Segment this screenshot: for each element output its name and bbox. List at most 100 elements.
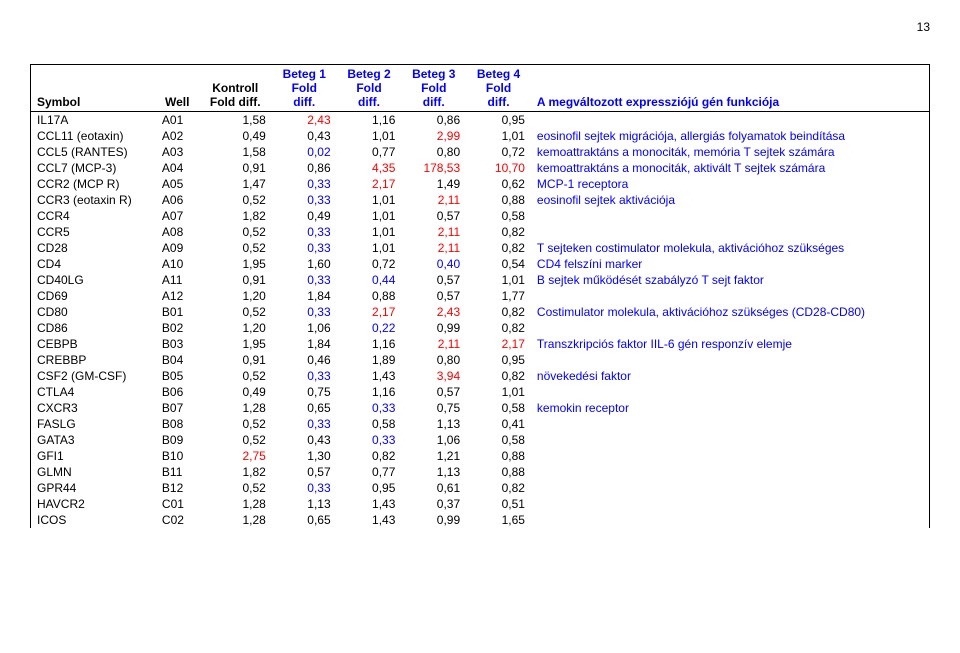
cell-value: 0,88 bbox=[466, 464, 531, 480]
cell-value: 1,13 bbox=[272, 496, 337, 512]
cell-value: 1,16 bbox=[337, 384, 402, 400]
cell-value: 0,33 bbox=[272, 192, 337, 208]
cell-value: 0,33 bbox=[337, 400, 402, 416]
cell-value: 0,91 bbox=[199, 352, 272, 368]
cell-value: 2,17 bbox=[466, 336, 531, 352]
cell-well: A12 bbox=[156, 288, 199, 304]
cell-func: Costimulator molekula, aktivációhoz szük… bbox=[531, 304, 930, 320]
table-row: FASLGB080,520,330,581,130,41 bbox=[31, 416, 930, 432]
cell-well: B09 bbox=[156, 432, 199, 448]
cell-func bbox=[531, 208, 930, 224]
col-beteg4: Beteg 4Folddiff. bbox=[466, 65, 531, 112]
cell-value: 1,06 bbox=[401, 432, 466, 448]
cell-symbol: IL17A bbox=[31, 112, 156, 129]
cell-value: 0,52 bbox=[199, 480, 272, 496]
cell-value: 1,84 bbox=[272, 336, 337, 352]
cell-value: 1,77 bbox=[466, 288, 531, 304]
cell-value: 0,52 bbox=[199, 240, 272, 256]
col-func: A megváltozott expressziójú gén funkciój… bbox=[531, 65, 930, 112]
table-row: CREBBPB040,910,461,890,800,95 bbox=[31, 352, 930, 368]
cell-value: 0,75 bbox=[272, 384, 337, 400]
cell-func: Transzkripciós faktor IIL-6 gén responzí… bbox=[531, 336, 930, 352]
table-row: CCL5 (RANTES)A031,580,020,770,800,72kemo… bbox=[31, 144, 930, 160]
cell-value: 1,28 bbox=[199, 400, 272, 416]
cell-value: 0,33 bbox=[272, 480, 337, 496]
cell-value: 0,99 bbox=[401, 320, 466, 336]
cell-value: 0,37 bbox=[401, 496, 466, 512]
cell-func: eosinofil sejtek migrációja, allergiás f… bbox=[531, 128, 930, 144]
table-row: CD86B021,201,060,220,990,82 bbox=[31, 320, 930, 336]
cell-well: A11 bbox=[156, 272, 199, 288]
table-row: CEBPBB031,951,841,162,112,17Transzkripci… bbox=[31, 336, 930, 352]
cell-value: 0,52 bbox=[199, 368, 272, 384]
cell-func: kemokin receptor bbox=[531, 400, 930, 416]
cell-func: kemoattraktáns a monociták, memória T se… bbox=[531, 144, 930, 160]
cell-value: 1,82 bbox=[199, 208, 272, 224]
cell-symbol: CTLA4 bbox=[31, 384, 156, 400]
cell-value: 1,43 bbox=[337, 512, 402, 528]
cell-symbol: GPR44 bbox=[31, 480, 156, 496]
cell-value: 0,57 bbox=[401, 272, 466, 288]
cell-value: 0,40 bbox=[401, 256, 466, 272]
cell-symbol: CREBBP bbox=[31, 352, 156, 368]
cell-value: 0,52 bbox=[199, 432, 272, 448]
cell-well: C02 bbox=[156, 512, 199, 528]
cell-well: B05 bbox=[156, 368, 199, 384]
cell-value: 2,75 bbox=[199, 448, 272, 464]
cell-value: 1,47 bbox=[199, 176, 272, 192]
cell-value: 0,88 bbox=[466, 448, 531, 464]
cell-well: A10 bbox=[156, 256, 199, 272]
cell-func bbox=[531, 448, 930, 464]
cell-value: 1,89 bbox=[337, 352, 402, 368]
cell-symbol: CCL11 (eotaxin) bbox=[31, 128, 156, 144]
cell-func: kemoattraktáns a monociták, aktivált T s… bbox=[531, 160, 930, 176]
cell-value: 1,49 bbox=[401, 176, 466, 192]
cell-symbol: CCR4 bbox=[31, 208, 156, 224]
table-row: GLMNB111,820,570,771,130,88 bbox=[31, 464, 930, 480]
cell-symbol: CCR3 (eotaxin R) bbox=[31, 192, 156, 208]
cell-value: 2,11 bbox=[401, 240, 466, 256]
cell-symbol: GATA3 bbox=[31, 432, 156, 448]
cell-value: 0,91 bbox=[199, 272, 272, 288]
cell-well: B12 bbox=[156, 480, 199, 496]
data-table: Symbol Well KontrollFold diff. Beteg 1Fo… bbox=[30, 64, 930, 528]
cell-value: 1,65 bbox=[466, 512, 531, 528]
cell-value: 1,28 bbox=[199, 512, 272, 528]
cell-value: 1,43 bbox=[337, 496, 402, 512]
cell-func bbox=[531, 480, 930, 496]
cell-value: 1,13 bbox=[401, 416, 466, 432]
cell-value: 0,82 bbox=[466, 320, 531, 336]
cell-value: 1,20 bbox=[199, 288, 272, 304]
cell-value: 0,82 bbox=[466, 240, 531, 256]
cell-value: 0,57 bbox=[401, 288, 466, 304]
cell-value: 1,01 bbox=[466, 384, 531, 400]
cell-well: A02 bbox=[156, 128, 199, 144]
cell-symbol: CXCR3 bbox=[31, 400, 156, 416]
cell-func: CD4 felszíni marker bbox=[531, 256, 930, 272]
cell-value: 0,65 bbox=[272, 400, 337, 416]
cell-value: 0,44 bbox=[337, 272, 402, 288]
cell-value: 0,33 bbox=[272, 240, 337, 256]
col-beteg2: Beteg 2Folddiff. bbox=[337, 65, 402, 112]
cell-value: 0,80 bbox=[401, 352, 466, 368]
cell-value: 0,33 bbox=[272, 304, 337, 320]
cell-well: B11 bbox=[156, 464, 199, 480]
cell-well: A03 bbox=[156, 144, 199, 160]
cell-symbol: FASLG bbox=[31, 416, 156, 432]
cell-value: 0,82 bbox=[466, 368, 531, 384]
cell-well: B10 bbox=[156, 448, 199, 464]
col-kontroll: KontrollFold diff. bbox=[199, 65, 272, 112]
cell-value: 2,11 bbox=[401, 192, 466, 208]
cell-well: B07 bbox=[156, 400, 199, 416]
cell-well: B02 bbox=[156, 320, 199, 336]
table-row: CCR3 (eotaxin R)A060,520,331,012,110,88e… bbox=[31, 192, 930, 208]
cell-value: 1,58 bbox=[199, 112, 272, 129]
cell-value: 0,58 bbox=[466, 432, 531, 448]
cell-value: 0,61 bbox=[401, 480, 466, 496]
cell-symbol: CCL7 (MCP-3) bbox=[31, 160, 156, 176]
cell-value: 0,72 bbox=[337, 256, 402, 272]
cell-value: 0,43 bbox=[272, 432, 337, 448]
cell-value: 1,43 bbox=[337, 368, 402, 384]
cell-value: 0,52 bbox=[199, 304, 272, 320]
cell-symbol: GLMN bbox=[31, 464, 156, 480]
